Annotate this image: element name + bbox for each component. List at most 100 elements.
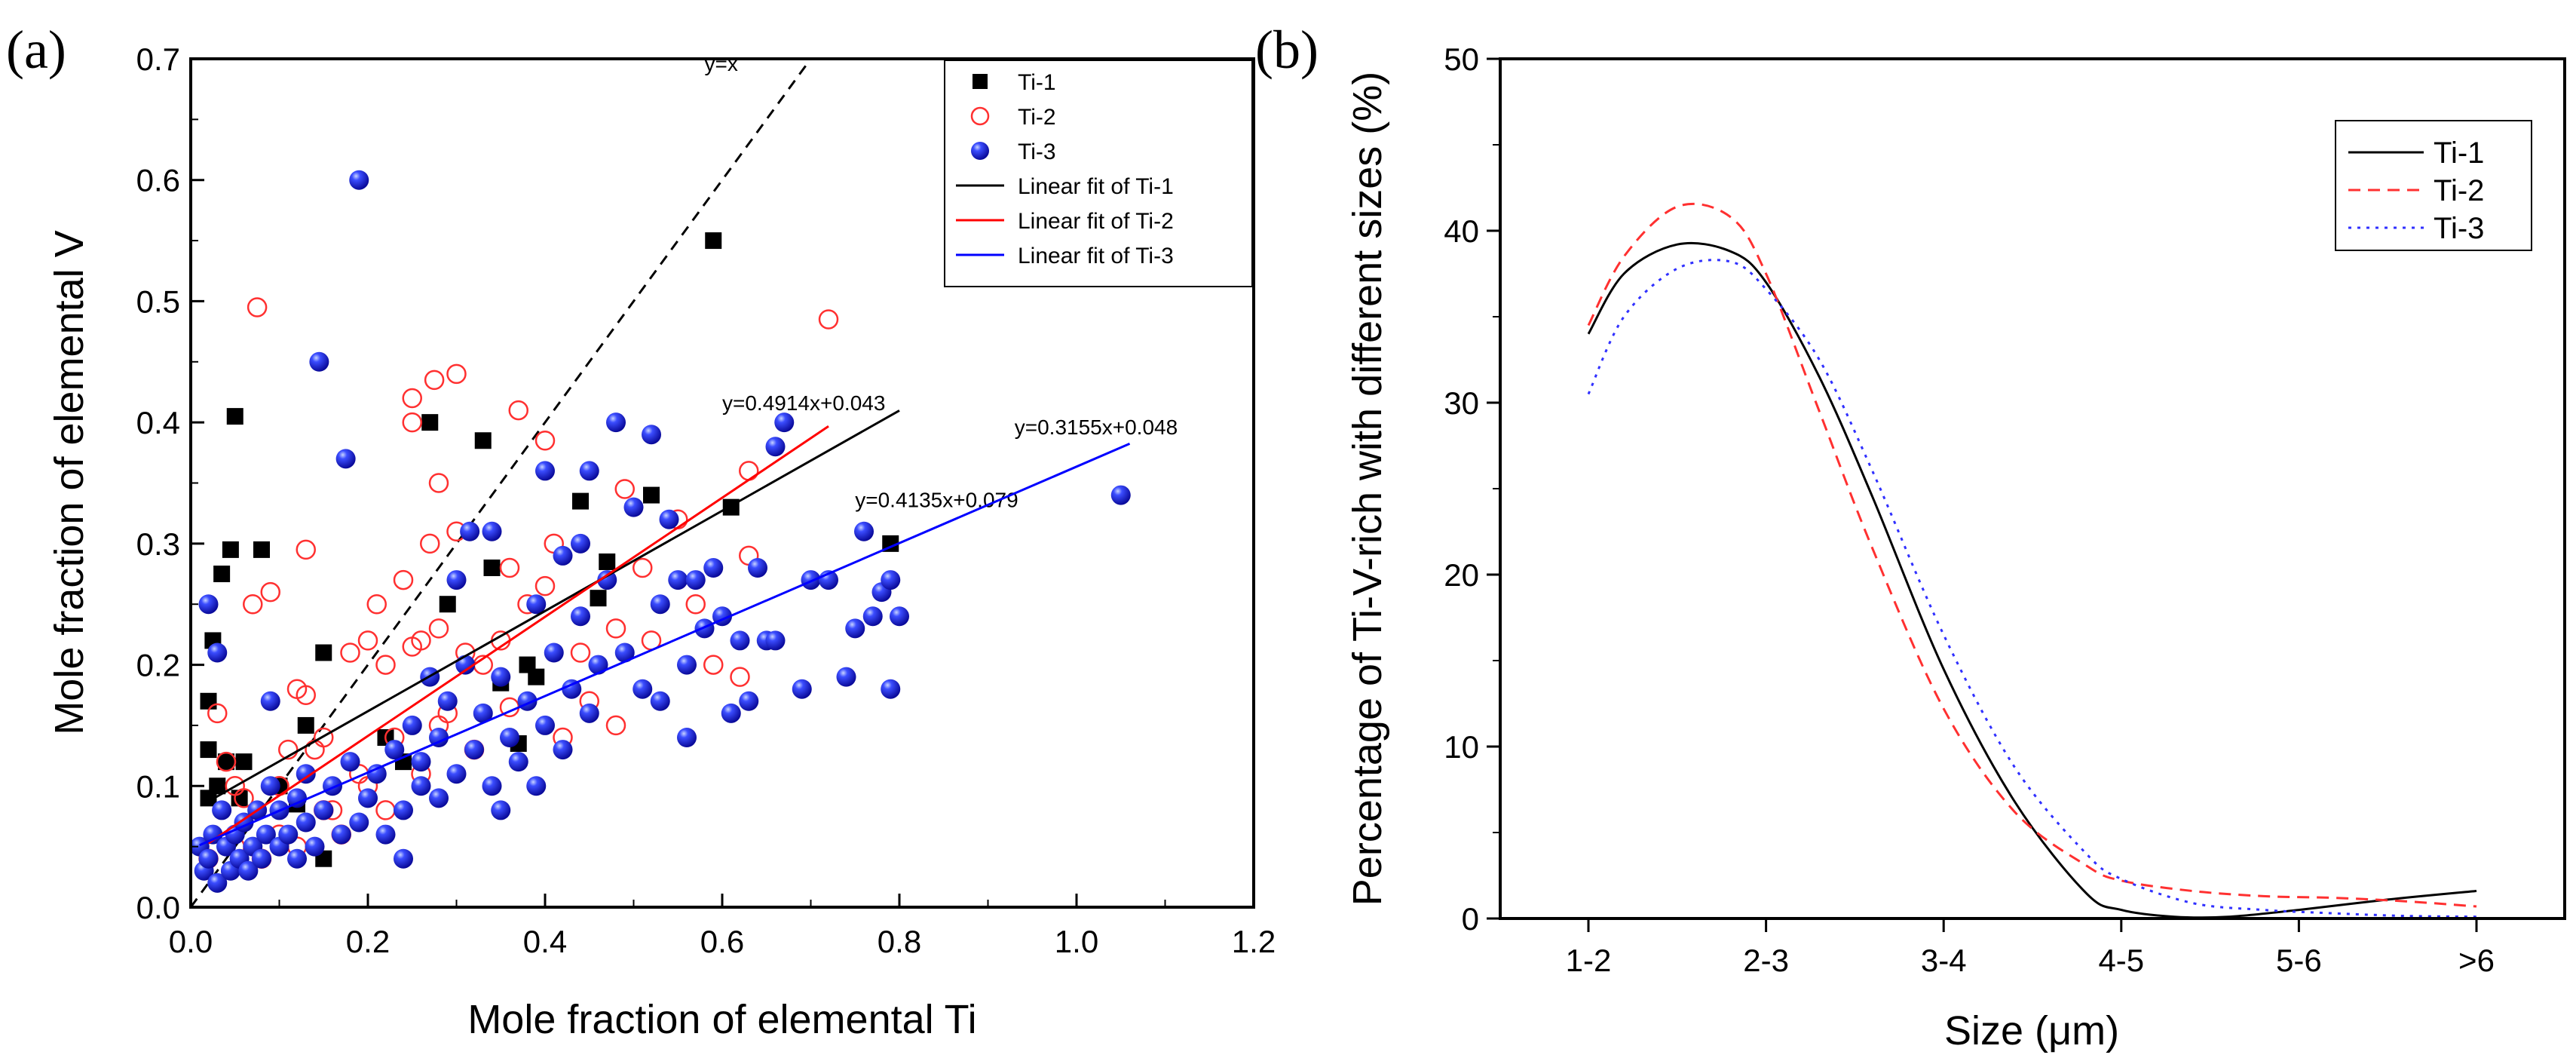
point-ti-1 bbox=[705, 232, 722, 250]
point-ti-3 bbox=[553, 740, 573, 760]
point-ti-3 bbox=[256, 824, 276, 845]
point-ti-3 bbox=[482, 776, 502, 796]
point-ti-3 bbox=[411, 752, 431, 772]
y-tick-label-a: 0.6 bbox=[136, 163, 180, 198]
point-ti-2 bbox=[739, 461, 759, 481]
point-ti-3 bbox=[340, 752, 360, 772]
point-ti-3 bbox=[207, 872, 228, 893]
point-ti-2 bbox=[508, 400, 528, 421]
point-ti-3 bbox=[845, 618, 865, 639]
point-ti-2 bbox=[685, 593, 706, 615]
point-ti-2 bbox=[207, 703, 228, 724]
point-ti-3 bbox=[677, 728, 697, 747]
point-ti-2 bbox=[605, 715, 626, 736]
point-ti-3 bbox=[429, 788, 449, 808]
point-ti-3 bbox=[562, 679, 582, 699]
y-tick-label-a: 0.4 bbox=[136, 405, 180, 440]
point-ti-3 bbox=[305, 836, 325, 857]
x-tick-label-b: 5-6 bbox=[2276, 943, 2322, 978]
point-ti-3 bbox=[482, 521, 502, 541]
point-ti-2 bbox=[633, 557, 653, 578]
point-ti-3 bbox=[526, 776, 547, 796]
point-ti-3 bbox=[411, 776, 431, 796]
point-ti-3 bbox=[260, 776, 280, 796]
point-ti-3 bbox=[460, 521, 480, 541]
legend-label-b: Ti-1 bbox=[2434, 136, 2484, 170]
x-tick-label-a: 0.4 bbox=[523, 924, 567, 959]
point-ti-3 bbox=[642, 425, 661, 445]
point-ti-3 bbox=[606, 412, 626, 433]
point-ti-1 bbox=[297, 716, 314, 734]
fit-equation-1: y=0.4135x+0.079 bbox=[855, 489, 1018, 512]
point-ti-3 bbox=[287, 788, 307, 808]
point-ti-3 bbox=[579, 703, 599, 723]
legend-label-a: Linear fit of Ti-1 bbox=[1018, 174, 1174, 199]
point-ti-2 bbox=[411, 630, 431, 651]
x-tick-label-a: 1.2 bbox=[1232, 924, 1276, 959]
panel-a-label: (a) bbox=[6, 20, 66, 80]
x-tick-label-b: 3-4 bbox=[1921, 943, 1967, 978]
y-tick-label-b: 20 bbox=[1444, 557, 1479, 593]
point-ti-1 bbox=[235, 753, 253, 771]
point-ti-3 bbox=[335, 449, 356, 469]
y-tick-label-a: 0.5 bbox=[136, 284, 180, 319]
point-ti-3 bbox=[650, 691, 670, 711]
legend-a: Ti-1 Ti-2 Ti-3 Linear fit of Ti-1 Linear fit… bbox=[944, 60, 1253, 287]
scatter-panel: (a) y=x y=0.4135x+0.079 y=0.4914x+0.043 y=0… bbox=[6, 20, 1276, 1042]
point-ti-3 bbox=[296, 812, 316, 833]
point-ti-1 bbox=[643, 486, 660, 504]
point-ti-2 bbox=[247, 297, 268, 317]
x-tick-label-b: 4-5 bbox=[2098, 943, 2144, 978]
point-ti-1 bbox=[528, 668, 545, 685]
point-ti-3 bbox=[446, 764, 467, 784]
x-axis-title-a: Mole fraction of elemental Ti bbox=[467, 997, 976, 1042]
point-ti-1 bbox=[483, 560, 501, 576]
series-line-ti-2 bbox=[1587, 202, 2477, 908]
legend-label-a: Linear fit of Ti-3 bbox=[1018, 244, 1174, 268]
point-ti-2 bbox=[314, 727, 334, 748]
point-ti-3 bbox=[571, 533, 590, 554]
fit-equation-3: y=0.3155x+0.048 bbox=[1015, 416, 1178, 439]
x-tick-label-b: 1-2 bbox=[1566, 943, 1612, 978]
point-ti-1 bbox=[253, 541, 270, 558]
point-ti-3 bbox=[349, 812, 369, 833]
point-ti-1 bbox=[231, 790, 248, 807]
point-ti-3 bbox=[544, 642, 564, 663]
point-ti-2 bbox=[296, 539, 316, 560]
point-ti-2 bbox=[428, 473, 449, 493]
point-ti-1 bbox=[315, 644, 332, 661]
point-ti-1 bbox=[590, 590, 607, 607]
point-ti-2 bbox=[424, 370, 445, 391]
point-ti-1 bbox=[222, 541, 239, 558]
point-ti-3 bbox=[446, 570, 467, 590]
point-ti-3 bbox=[721, 703, 741, 723]
point-ti-2 bbox=[243, 593, 263, 615]
y-tick-label-a: 0.0 bbox=[136, 890, 180, 925]
legend-label-a: Ti-2 bbox=[1018, 105, 1056, 130]
point-ti-1 bbox=[209, 777, 226, 795]
point-ti-2 bbox=[340, 642, 360, 663]
point-ti-2 bbox=[614, 479, 635, 499]
point-ti-2 bbox=[278, 739, 299, 760]
point-ti-3 bbox=[535, 715, 555, 735]
legend-marker-ti-1 bbox=[973, 74, 988, 89]
point-ti-3 bbox=[198, 848, 219, 869]
point-ti-3 bbox=[881, 570, 901, 590]
point-ti-3 bbox=[836, 667, 856, 687]
point-ti-1 bbox=[200, 692, 217, 710]
point-ti-3 bbox=[801, 570, 821, 590]
point-ti-3 bbox=[650, 594, 670, 615]
point-ti-3 bbox=[526, 594, 547, 615]
x-tick-label-a: 0.6 bbox=[700, 924, 744, 959]
y-tick-label-a: 0.1 bbox=[136, 768, 180, 804]
axis-ticks-a: 0.0 0.2 0.4 0.6 0.8 1.0 1.2 0.0 0.1 0.2 0.3 0.4 0.5 0… bbox=[136, 41, 1276, 959]
legend-box-a bbox=[944, 60, 1253, 287]
point-ti-1 bbox=[439, 596, 456, 613]
axis-ticks-b: 1-2 2-3 3-4 4-5 5-6 >6 0 10 20 30 40 50 bbox=[1444, 41, 2495, 978]
series-line-ti-3 bbox=[1587, 259, 2477, 918]
x-tick-label-a: 1.0 bbox=[1055, 924, 1098, 959]
point-ti-1 bbox=[474, 432, 492, 449]
point-ti-2 bbox=[605, 618, 626, 639]
legend-label-a: Ti-1 bbox=[1018, 70, 1056, 95]
